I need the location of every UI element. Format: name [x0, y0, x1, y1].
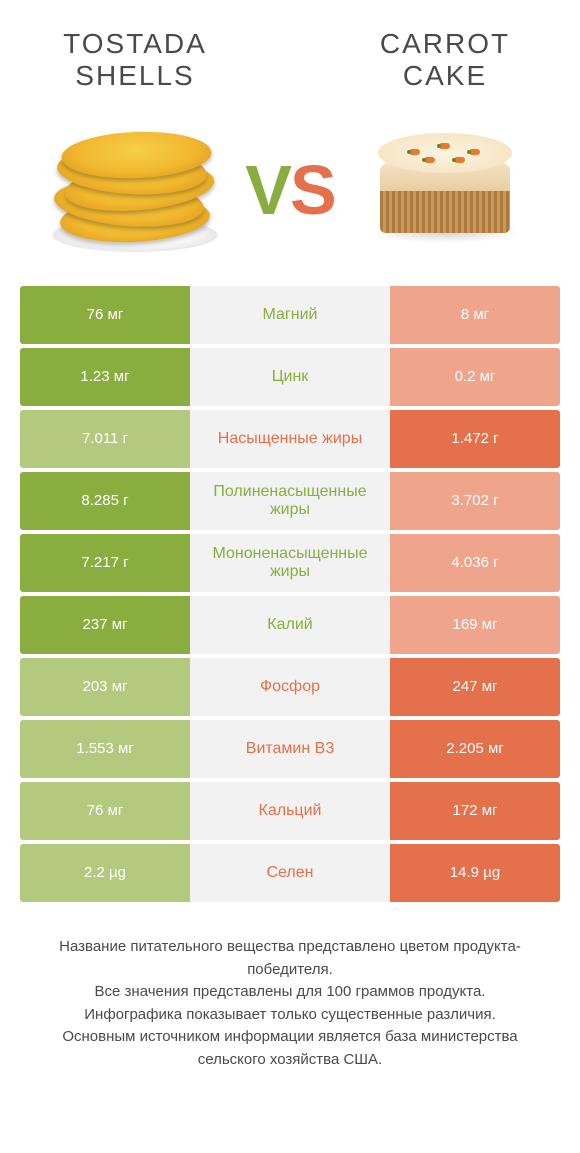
- nutrient-row: 7.217 гМононенасыщенные жиры4.036 г: [20, 534, 560, 592]
- nutrient-left-value: 7.011 г: [20, 410, 190, 468]
- nutrient-name: Селен: [190, 844, 390, 902]
- nutrient-left-value: 2.2 µg: [20, 844, 190, 902]
- vs-v: V: [245, 151, 290, 229]
- nutrient-right-value: 2.205 мг: [390, 720, 560, 778]
- nutrient-row: 76 мгМагний8 мг: [20, 286, 560, 344]
- product-right-title: CARROT CAKE: [340, 28, 550, 92]
- nutrient-name: Мононенасыщенные жиры: [190, 534, 390, 592]
- nutrient-row: 2.2 µgСелен14.9 µg: [20, 844, 560, 902]
- nutrient-row: 7.011 гНасыщенные жиры1.472 г: [20, 410, 560, 468]
- nutrient-right-value: 169 мг: [390, 596, 560, 654]
- nutrient-row: 76 мгКальций172 мг: [20, 782, 560, 840]
- nutrient-table: 76 мгМагний8 мг1.23 мгЦинк0.2 мг7.011 гН…: [20, 286, 560, 902]
- nutrient-name: Магний: [190, 286, 390, 344]
- comparison-header: TOSTADA SHELLS VS CARROT CAKE: [0, 0, 580, 280]
- nutrient-row: 1.553 мгВитамин B32.205 мг: [20, 720, 560, 778]
- tostada-icon: [50, 116, 220, 256]
- nutrient-row: 237 мгКалий169 мг: [20, 596, 560, 654]
- nutrient-left-value: 237 мг: [20, 596, 190, 654]
- product-right: CARROT CAKE: [340, 28, 550, 266]
- nutrient-left-value: 8.285 г: [20, 472, 190, 530]
- nutrient-right-value: 8 мг: [390, 286, 560, 344]
- footer-notes: Название питательного вещества представл…: [28, 936, 552, 1071]
- nutrient-name: Калий: [190, 596, 390, 654]
- nutrient-row: 1.23 мгЦинк0.2 мг: [20, 348, 560, 406]
- footer-line: Название питательного вещества представл…: [28, 936, 552, 981]
- nutrient-right-value: 0.2 мг: [390, 348, 560, 406]
- nutrient-left-value: 76 мг: [20, 286, 190, 344]
- nutrient-left-value: 1.553 мг: [20, 720, 190, 778]
- product-right-image: [350, 106, 540, 266]
- carrot-cake-icon: [370, 121, 520, 251]
- vs-label: VS: [245, 150, 334, 230]
- nutrient-name: Полиненасыщенные жиры: [190, 472, 390, 530]
- nutrient-row: 203 мгФосфор247 мг: [20, 658, 560, 716]
- product-left-image: [40, 106, 230, 266]
- nutrient-right-value: 1.472 г: [390, 410, 560, 468]
- footer-line: Инфографика показывает только существенн…: [28, 1004, 552, 1027]
- nutrient-row: 8.285 гПолиненасыщенные жиры3.702 г: [20, 472, 560, 530]
- nutrient-name: Витамин B3: [190, 720, 390, 778]
- product-left-title: TOSTADA SHELLS: [30, 28, 240, 92]
- footer-line: Основным источником информации является …: [28, 1026, 552, 1071]
- footer-line: Все значения представлены для 100 граммо…: [28, 981, 552, 1004]
- nutrient-left-value: 7.217 г: [20, 534, 190, 592]
- nutrient-name: Кальций: [190, 782, 390, 840]
- nutrient-name: Цинк: [190, 348, 390, 406]
- nutrient-right-value: 247 мг: [390, 658, 560, 716]
- nutrient-right-value: 3.702 г: [390, 472, 560, 530]
- nutrient-left-value: 203 мг: [20, 658, 190, 716]
- nutrient-right-value: 172 мг: [390, 782, 560, 840]
- nutrient-name: Насыщенные жиры: [190, 410, 390, 468]
- vs-s: S: [290, 151, 335, 229]
- nutrient-left-value: 76 мг: [20, 782, 190, 840]
- product-left: TOSTADA SHELLS: [30, 28, 240, 266]
- nutrient-name: Фосфор: [190, 658, 390, 716]
- nutrient-left-value: 1.23 мг: [20, 348, 190, 406]
- nutrient-right-value: 4.036 г: [390, 534, 560, 592]
- nutrient-right-value: 14.9 µg: [390, 844, 560, 902]
